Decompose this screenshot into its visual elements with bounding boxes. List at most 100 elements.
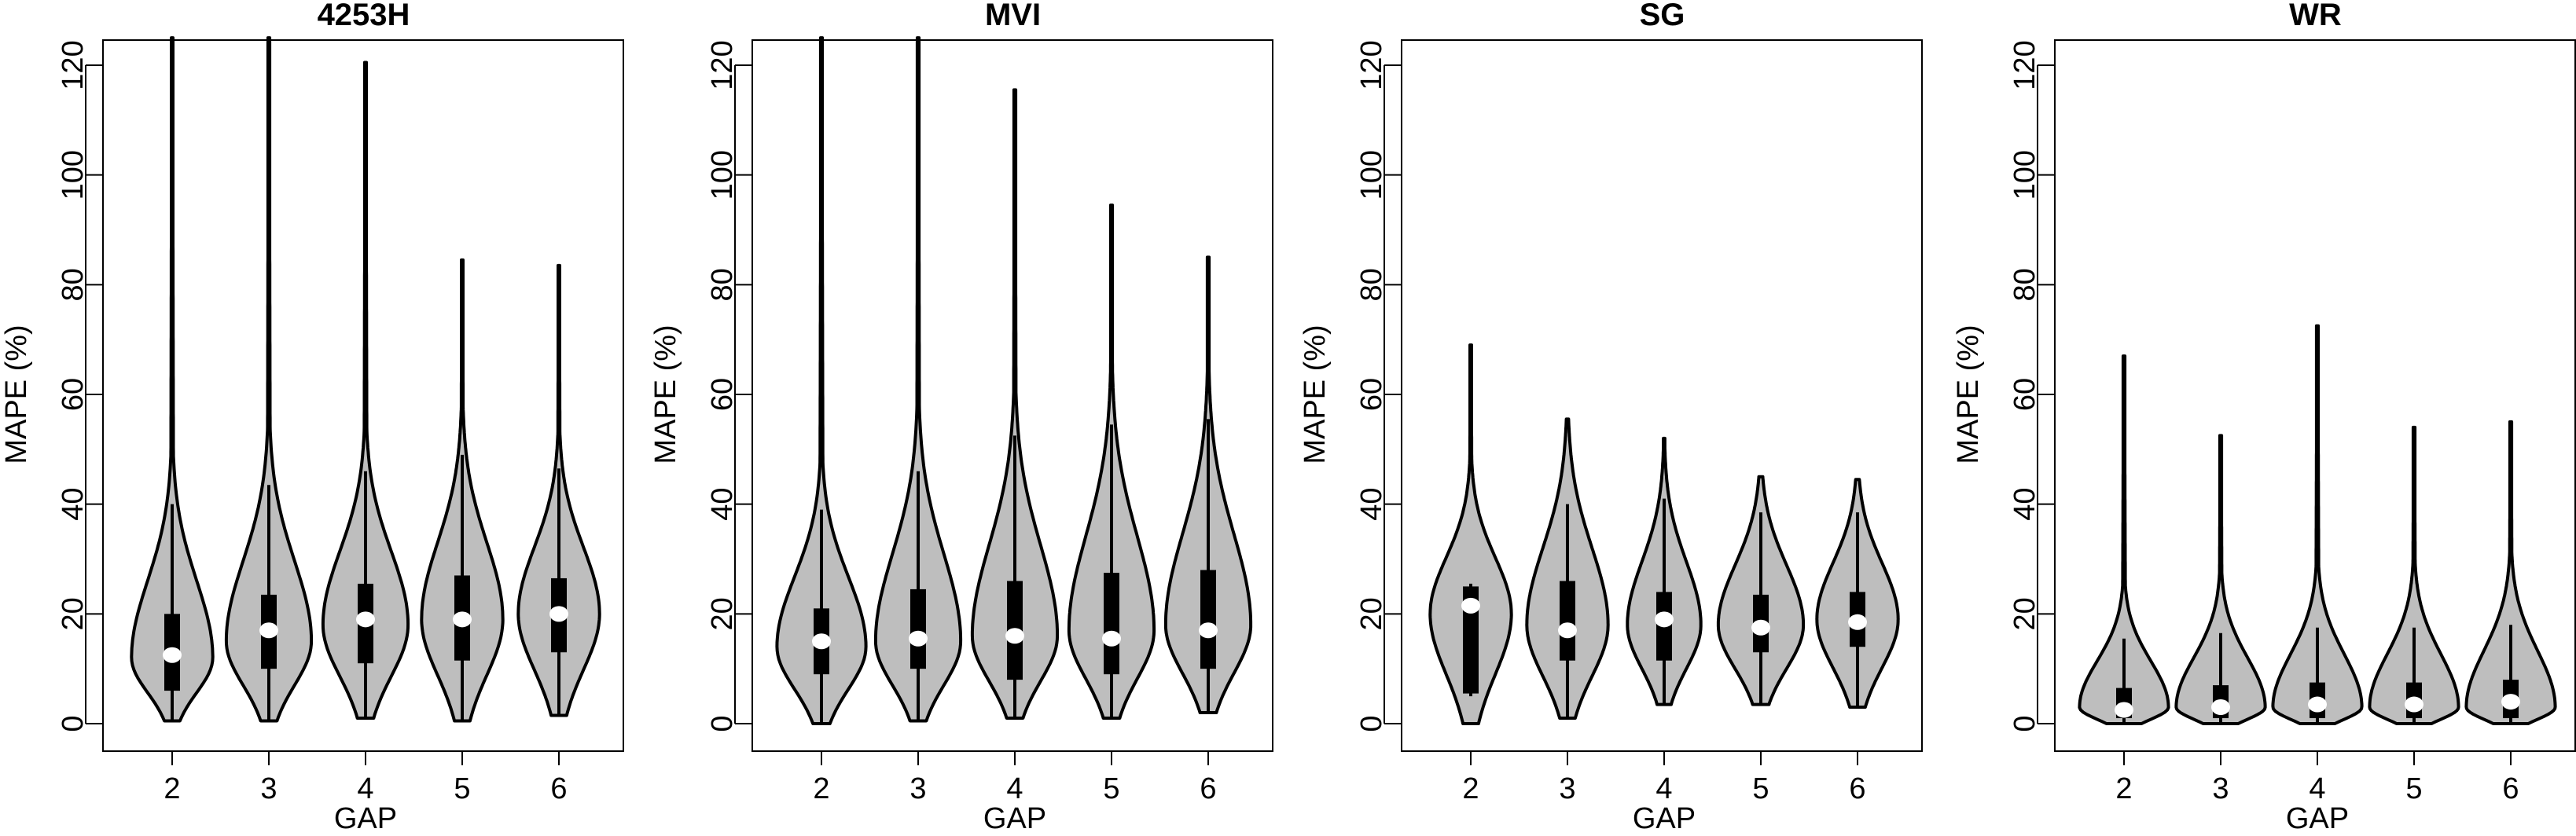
x-tick-label: 6 bbox=[2502, 772, 2519, 805]
panel-title: 4253H bbox=[318, 0, 410, 32]
y-tick-label: 20 bbox=[1355, 597, 1388, 630]
x-tick-label: 4 bbox=[1006, 772, 1023, 805]
violin-gap-3 bbox=[1525, 417, 1610, 720]
x-tick-label: 4 bbox=[1655, 772, 1672, 805]
y-tick-label: 20 bbox=[706, 597, 739, 630]
x-tick-label: 3 bbox=[1559, 772, 1575, 805]
violin-gap-6 bbox=[1163, 255, 1253, 714]
violin-median-dot bbox=[1102, 630, 1121, 647]
x-tick-label: 3 bbox=[910, 772, 926, 805]
violin-median-dot bbox=[1199, 622, 1218, 639]
violin-body bbox=[775, 36, 868, 725]
y-axis-title: MAPE (%) bbox=[1299, 324, 1332, 464]
x-axis-title: GAP bbox=[983, 802, 1046, 835]
x-tick-label: 4 bbox=[2309, 772, 2325, 805]
x-tick-label: 5 bbox=[1103, 772, 1119, 805]
violin-body bbox=[321, 60, 410, 720]
violin-median-dot bbox=[356, 611, 375, 628]
violin-gap-3 bbox=[224, 36, 314, 723]
x-tick-label: 3 bbox=[260, 772, 277, 805]
y-tick-label: 100 bbox=[57, 150, 90, 200]
violin-gap-2 bbox=[775, 36, 868, 725]
violin-iqr-box bbox=[1200, 570, 1216, 669]
y-tick-label: 80 bbox=[57, 268, 90, 301]
panel-sg: SG 0 20 40 60 80 100 120 MAPE (%) 2 3 4 5 6 GAP bbox=[1299, 0, 1923, 835]
x-tick-label: 6 bbox=[1200, 772, 1216, 805]
y-tick-label: 0 bbox=[706, 715, 739, 732]
violin-median-dot bbox=[259, 622, 278, 639]
y-tick-label: 40 bbox=[2008, 488, 2041, 521]
y-tick-label: 80 bbox=[2008, 268, 2041, 301]
violin-median-dot bbox=[1558, 622, 1577, 639]
y-tick-label: 0 bbox=[2008, 715, 2041, 732]
x-tick-label: 5 bbox=[1752, 772, 1769, 805]
violin-body bbox=[2271, 324, 2364, 725]
violin-gap-3 bbox=[873, 36, 963, 723]
violin-median-dot bbox=[812, 633, 831, 650]
violin-body bbox=[2078, 354, 2170, 725]
y-tick-label: 120 bbox=[57, 40, 90, 90]
violin-median-dot bbox=[1751, 619, 1770, 636]
y-axis-title: MAPE (%) bbox=[649, 324, 682, 464]
violin-median-dot bbox=[1655, 611, 1674, 628]
y-tick-label: 80 bbox=[706, 268, 739, 301]
x-tick-label: 6 bbox=[550, 772, 567, 805]
violin-iqr-box bbox=[910, 588, 926, 669]
violin-median-dot bbox=[1005, 628, 1024, 644]
x-axis-title: GAP bbox=[2286, 802, 2349, 835]
violin-median-dot bbox=[909, 630, 928, 647]
panel-mvi: MVI 0 20 40 60 80 100 120 MAPE (%) 2 3 4 5 6 GAP bbox=[649, 0, 1273, 835]
x-tick-label: 4 bbox=[357, 772, 373, 805]
violin-body bbox=[970, 88, 1060, 720]
violin-body bbox=[224, 36, 314, 723]
y-tick-label: 0 bbox=[1355, 715, 1388, 732]
violin-gap-2 bbox=[2078, 354, 2170, 725]
violin-body bbox=[2174, 434, 2267, 725]
panel-4253h: 4253H 0 20 40 60 80 100 120 MAPE (%) 2 3 4 5 6 GAP bbox=[0, 0, 624, 835]
y-tick-label: 60 bbox=[2008, 378, 2041, 411]
violin-gap-5 bbox=[420, 258, 505, 723]
violin-gap-4 bbox=[321, 60, 410, 720]
panel-title: WR bbox=[2289, 0, 2342, 32]
violin-gap-6 bbox=[516, 263, 601, 717]
violin-iqr-box bbox=[1560, 581, 1575, 661]
y-tick-label: 80 bbox=[1355, 268, 1388, 301]
x-axis-title: GAP bbox=[334, 802, 397, 835]
y-tick-label: 100 bbox=[2008, 150, 2041, 200]
y-tick-label: 60 bbox=[1355, 378, 1388, 411]
y-axis-title: MAPE (%) bbox=[0, 324, 33, 464]
x-tick-label: 5 bbox=[2405, 772, 2422, 805]
violin-gap-4 bbox=[970, 88, 1060, 720]
violin-median-dot bbox=[2501, 694, 2520, 710]
violin-median-dot bbox=[453, 611, 472, 628]
y-tick-label: 60 bbox=[57, 378, 90, 411]
y-tick-label: 100 bbox=[1355, 150, 1388, 200]
violin-gap-2 bbox=[130, 36, 215, 723]
y-tick-label: 20 bbox=[57, 597, 90, 630]
violin-median-dot bbox=[1848, 614, 1867, 630]
y-tick-label: 40 bbox=[1355, 488, 1388, 521]
y-tick-label: 120 bbox=[1355, 40, 1388, 90]
violin-median-dot bbox=[549, 606, 568, 622]
violin-iqr-box bbox=[1104, 572, 1119, 675]
violin-body bbox=[2464, 420, 2557, 725]
violin-gap-5 bbox=[1067, 204, 1156, 720]
panel-title: SG bbox=[1640, 0, 1685, 32]
violin-gap-5 bbox=[2368, 425, 2460, 725]
violin-gap-4 bbox=[2271, 324, 2364, 725]
violin-median-dot bbox=[163, 647, 182, 663]
violin-gap-3 bbox=[2174, 434, 2267, 725]
y-tick-label: 120 bbox=[706, 40, 739, 90]
y-axis-title: MAPE (%) bbox=[1952, 324, 1985, 464]
panel-title: MVI bbox=[985, 0, 1041, 32]
violin-median-dot bbox=[1461, 597, 1480, 614]
violin-body bbox=[1428, 343, 1513, 725]
panel-wr: WR 0 20 40 60 80 100 120 MAPE (%) 2 3 4 5 6 GAP bbox=[1952, 0, 2576, 835]
violin-gap-4 bbox=[1626, 436, 1703, 706]
x-axis-title: GAP bbox=[1633, 802, 1696, 835]
x-tick-label: 2 bbox=[2115, 772, 2132, 805]
violin-median-dot bbox=[2308, 696, 2327, 713]
x-tick-label: 2 bbox=[1462, 772, 1479, 805]
y-tick-label: 100 bbox=[706, 150, 739, 200]
